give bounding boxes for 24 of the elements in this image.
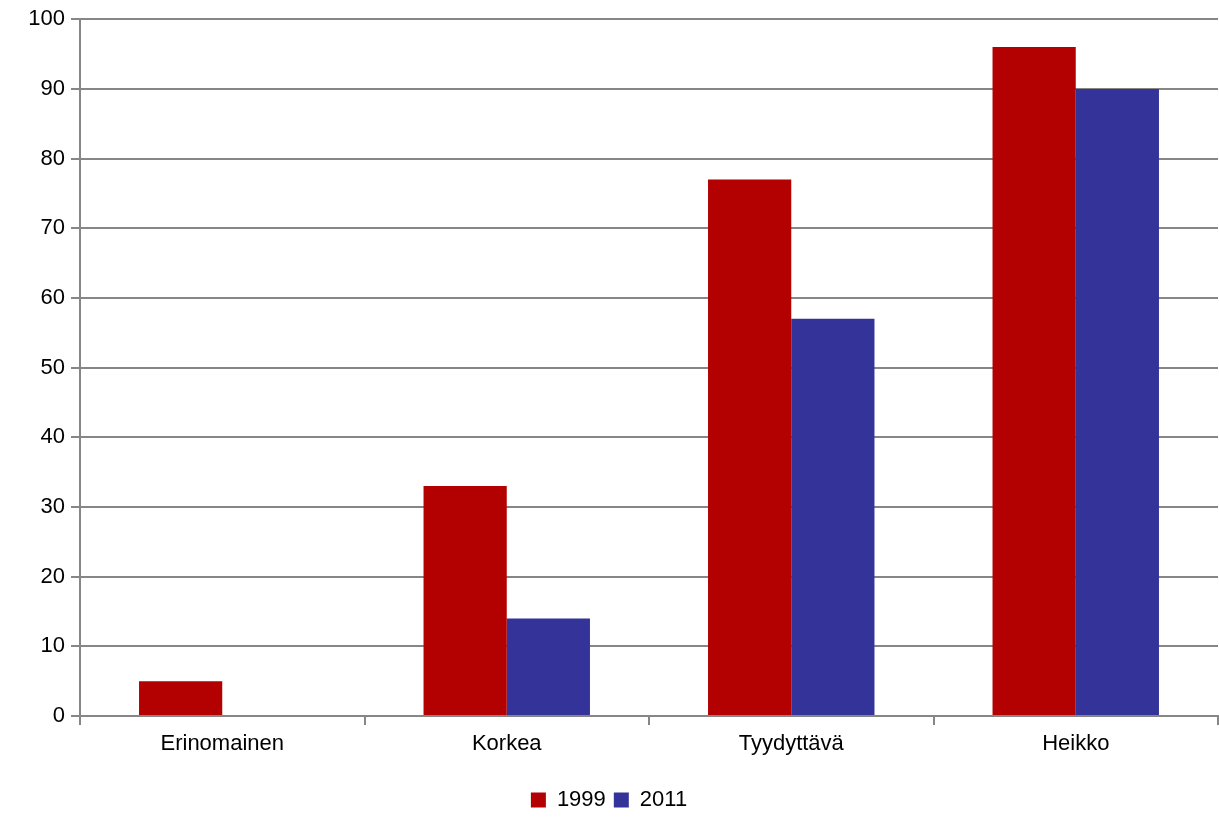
x-tick-label: Tyydyttävä	[738, 730, 845, 756]
y-tick-label: 90	[40, 74, 65, 100]
x-tick-label: Korkea	[471, 730, 543, 756]
legend-label: 1999	[556, 786, 606, 812]
y-tick-label: 80	[40, 144, 65, 170]
y-tick-label: 40	[40, 423, 65, 449]
bar	[1075, 88, 1159, 715]
bar	[708, 179, 792, 715]
bar	[791, 318, 875, 715]
y-tick-label: 30	[40, 493, 65, 519]
bar	[139, 681, 223, 715]
y-tick-label: 70	[40, 214, 65, 240]
y-tick-label: 20	[40, 562, 65, 588]
y-tick-label: 50	[40, 353, 65, 379]
legend-label: 2011	[639, 786, 688, 812]
x-tick-label: Heikko	[1042, 730, 1110, 756]
x-tick-label: Erinomainen	[160, 730, 285, 756]
y-tick-label: 60	[40, 283, 65, 309]
y-tick-label: 0	[52, 702, 65, 728]
bar	[423, 486, 507, 715]
y-tick-label: 10	[40, 632, 65, 658]
y-tick-label: 100	[28, 5, 65, 31]
bar	[506, 618, 590, 715]
bar	[992, 47, 1076, 715]
